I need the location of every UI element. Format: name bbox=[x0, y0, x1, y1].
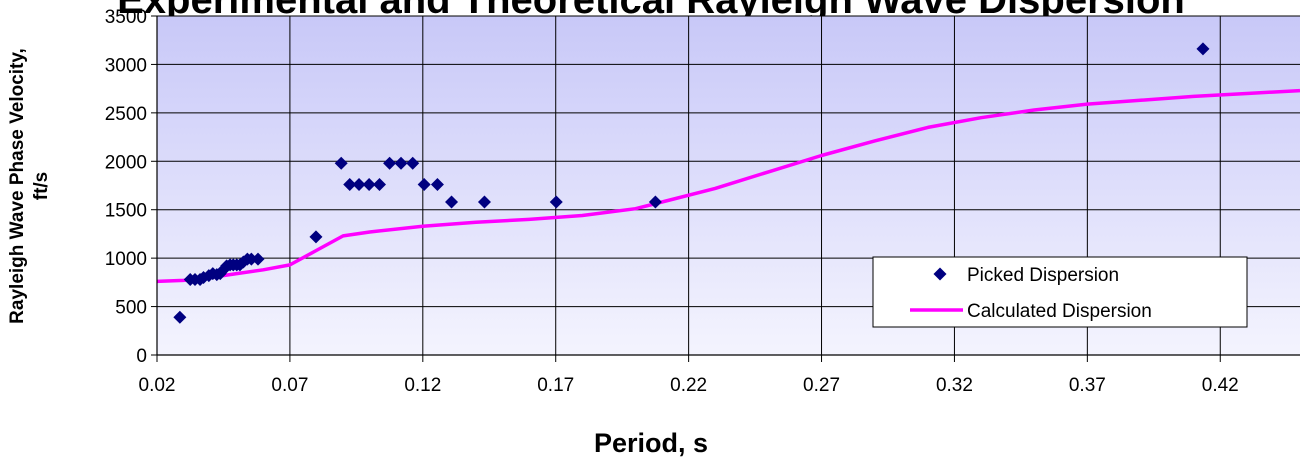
y-tick-label: 0 bbox=[136, 346, 147, 367]
axes bbox=[156, 16, 1300, 356]
y-axis-label-line-2: ft/s bbox=[31, 171, 52, 201]
scatter-series bbox=[173, 42, 1210, 324]
x-axis-label: Period, s bbox=[593, 428, 709, 458]
x-tick-label: 0.42 bbox=[1202, 375, 1239, 396]
picked-dispersion-point bbox=[406, 156, 420, 170]
x-tick-label: 0.37 bbox=[1069, 375, 1106, 396]
x-tick-label: 0.02 bbox=[139, 375, 176, 396]
picked-dispersion-point bbox=[244, 252, 258, 266]
picked-dispersion-point bbox=[372, 178, 386, 192]
picked-dispersion-point bbox=[352, 178, 366, 192]
picked-dispersion-point bbox=[549, 195, 563, 209]
picked-dispersion-point bbox=[383, 156, 397, 170]
x-tick-label: 0.17 bbox=[537, 375, 574, 396]
picked-dispersion-point bbox=[477, 195, 491, 209]
legend-calculated-label: Calculated Dispersion bbox=[967, 301, 1152, 322]
picked-dispersion-point bbox=[334, 156, 348, 170]
x-tick-label: 0.22 bbox=[670, 375, 707, 396]
picked-dispersion-point bbox=[251, 252, 265, 266]
axis-ticks: 0 500 1000 1500 2000 2500 3000 3500 0.02 0.07 0.12… bbox=[105, 7, 1239, 396]
y-tick-label: 3000 bbox=[105, 55, 147, 76]
legend-picked-marker bbox=[933, 267, 947, 281]
legend-box bbox=[872, 256, 1248, 328]
picked-dispersion-point bbox=[648, 195, 662, 209]
x-tick-label: 0.27 bbox=[803, 375, 840, 396]
y-tick-label: 3500 bbox=[105, 7, 147, 28]
picked-dispersion-point bbox=[343, 178, 357, 192]
legend-picked-label: Picked Dispersion bbox=[967, 265, 1119, 286]
y-tick-label: 2500 bbox=[105, 104, 147, 125]
picked-dispersion-point bbox=[362, 178, 376, 192]
x-tick-label: 0.07 bbox=[271, 375, 308, 396]
picked-dispersion-point bbox=[445, 195, 459, 209]
picked-dispersion-point bbox=[173, 310, 187, 324]
y-tick-label: 500 bbox=[115, 298, 147, 319]
line-series bbox=[157, 88, 1300, 284]
picked-dispersion-point bbox=[394, 156, 408, 170]
y-tick-label: 1000 bbox=[105, 249, 147, 270]
picked-dispersion-point bbox=[430, 178, 444, 192]
legend: Picked Dispersion Calculated Dispersion bbox=[872, 256, 1248, 328]
y-axis-label-line-1: Rayleigh Wave Phase Velocity, bbox=[7, 48, 28, 324]
x-tick-label: 0.32 bbox=[936, 375, 973, 396]
y-tick-label: 2000 bbox=[105, 152, 147, 173]
picked-dispersion-point bbox=[309, 230, 323, 244]
calculated-dispersion-line bbox=[157, 88, 1300, 284]
x-tick-label: 0.12 bbox=[404, 375, 441, 396]
picked-dispersion-point bbox=[1196, 42, 1210, 56]
picked-dispersion-point bbox=[417, 178, 431, 192]
y-tick-label: 1500 bbox=[105, 201, 147, 222]
